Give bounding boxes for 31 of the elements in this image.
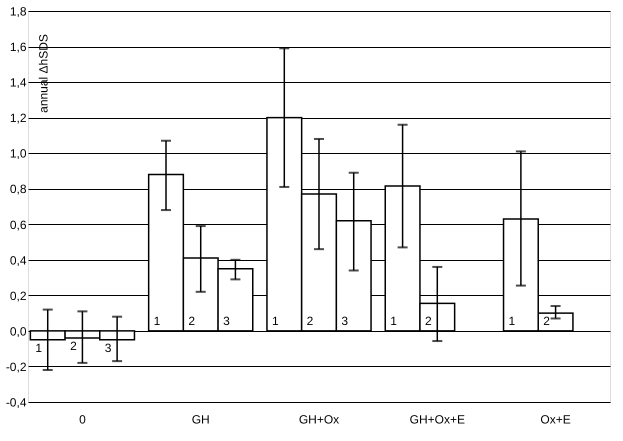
y-tick-label: 0,2 (10, 288, 27, 303)
x-tick-label: GH+Ox (298, 412, 340, 426)
text: 2 (188, 314, 196, 328)
text: 1 (272, 314, 279, 328)
y-tick-label: -0,2 (6, 360, 27, 374)
text: 2 (70, 339, 77, 354)
x-tick-label: Ox+E (540, 412, 571, 426)
y-tick-label: 0,0 (10, 324, 27, 338)
series-label: 2 (543, 314, 550, 328)
text: 2 (306, 314, 314, 328)
text: 3 (341, 314, 348, 328)
y-tick-label: 0,4 (10, 253, 27, 268)
x-tick-label: GH+Ox+E (410, 412, 465, 426)
text: 1 (508, 314, 516, 328)
text: 1 (154, 314, 160, 328)
y-tick-label: 1,4 (10, 76, 27, 90)
text: 1 (390, 314, 397, 328)
x-tick-label: GH (192, 412, 210, 426)
text: 3 (223, 314, 230, 328)
text: 2 (424, 314, 432, 328)
y-tick-label: 1,2 (10, 111, 27, 126)
y-tick-label: 1,8 (10, 4, 27, 18)
series-label: 1 (35, 340, 42, 355)
y-tick-label: -0,4 (6, 396, 27, 410)
series-label: 3 (104, 340, 112, 355)
y-tick-label: 1,6 (10, 40, 27, 54)
x-tick-label: 0 (79, 412, 86, 426)
y-axis-title: annual ΔhSDS (36, 34, 50, 113)
y-tick-label: 1,0 (10, 146, 27, 161)
y-tick-label: 0,6 (10, 218, 27, 232)
y-tick-label: 0,8 (10, 182, 27, 196)
